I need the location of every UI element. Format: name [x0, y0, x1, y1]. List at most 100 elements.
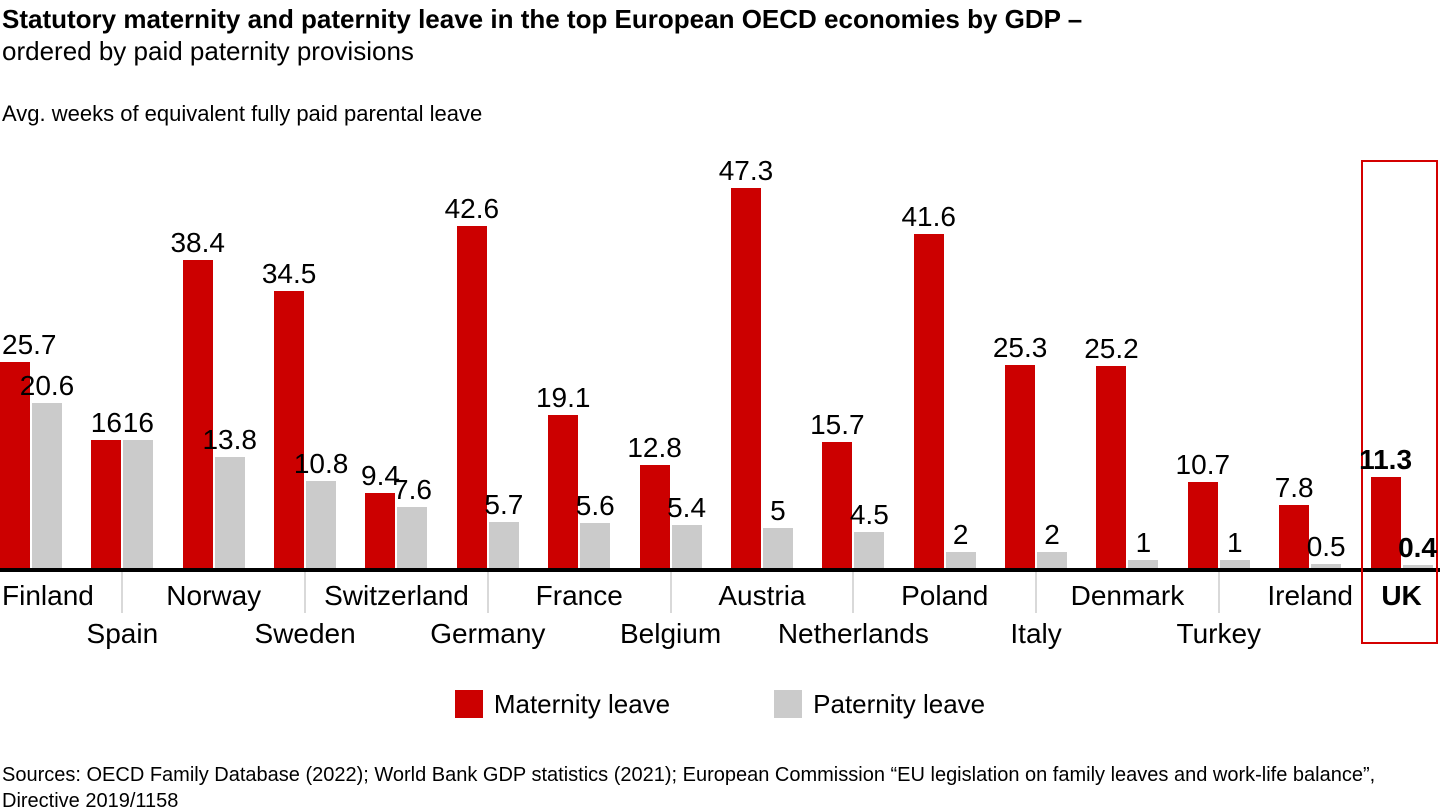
- value-label-maternity-turkey: 10.7: [1175, 449, 1231, 480]
- paternity-bar-norway: [214, 457, 245, 568]
- maternity-bar-germany: [456, 226, 487, 568]
- legend-item-maternity: Maternity leave: [454, 689, 671, 719]
- value-label-paternity-france: 5.6: [575, 490, 615, 521]
- sources-line2: Directive 2019/1158: [2, 790, 179, 810]
- paternity-bar-turkey: [1219, 560, 1250, 568]
- x-label-ireland: Ireland: [1267, 580, 1353, 611]
- value-label-paternity-ireland: 0.5: [1306, 531, 1346, 562]
- maternity-bar-denmark: [1096, 366, 1127, 568]
- maternity-bar-turkey: [1187, 482, 1218, 568]
- value-label-maternity-france: 19.1: [535, 382, 591, 413]
- x-label-spain: Spain: [86, 618, 159, 649]
- axis-tick: [1217, 572, 1220, 613]
- value-label-maternity-uk: 11.3: [1359, 444, 1413, 475]
- value-label-maternity-belgium: 12.8: [627, 432, 682, 463]
- maternity-bar-italy: [1005, 365, 1036, 568]
- value-label-paternity-turkey: 1: [1227, 527, 1243, 558]
- value-label-maternity-spain: 16: [90, 407, 122, 438]
- x-label-norway: Norway: [166, 580, 262, 611]
- paternity-bar-spain: [123, 440, 154, 568]
- paternity-bar-sweden: [306, 481, 337, 568]
- sources-note: Sources: OECD Family Database (2022); Wo…: [2, 762, 1438, 810]
- maternity-bar-belgium: [639, 465, 670, 568]
- maternity-bar-sweden: [274, 291, 305, 568]
- paternity-bar-ireland: [1311, 564, 1342, 568]
- x-label-turkey: Turkey: [1176, 618, 1262, 649]
- maternity-bar-austria: [730, 188, 761, 568]
- x-label-austria: Austria: [718, 580, 806, 611]
- axis-tick: [852, 572, 855, 613]
- legend: Maternity leave Paternity leave: [0, 690, 1440, 718]
- x-axis-line: [0, 568, 1440, 572]
- value-label-maternity-sweden: 34.5: [261, 258, 317, 289]
- sources-line1: Sources: OECD Family Database (2022); Wo…: [2, 764, 1376, 786]
- maternity-bar-norway: [182, 260, 213, 568]
- paternity-bar-netherlands: [854, 532, 885, 568]
- value-label-paternity-sweden: 10.8: [293, 448, 349, 479]
- paternity-bar-italy: [1037, 552, 1068, 568]
- paternity-bar-germany: [488, 522, 519, 568]
- x-label-germany: Germany: [430, 618, 546, 649]
- maternity-bar-netherlands: [822, 442, 853, 568]
- value-label-paternity-norway: 13.8: [202, 424, 257, 455]
- axis-tick: [486, 572, 489, 613]
- value-label-maternity-italy: 25.3: [992, 332, 1048, 363]
- value-label-paternity-belgium: 5.4: [667, 492, 707, 523]
- value-label-maternity-poland: 41.6: [901, 201, 956, 232]
- paternity-bar-finland: [32, 403, 62, 568]
- maternity-bar-uk: [1370, 477, 1401, 568]
- value-label-paternity-italy: 2: [1044, 519, 1060, 550]
- value-label-paternity-netherlands: 4.5: [849, 499, 889, 530]
- value-label-paternity-germany: 5.7: [484, 489, 524, 520]
- paternity-bar-uk: [1402, 565, 1433, 568]
- value-label-paternity-spain: 16: [122, 407, 154, 438]
- x-label-switzerland: Switzerland: [324, 580, 469, 611]
- paternity-bar-austria: [762, 528, 793, 568]
- paternity-bar-belgium: [671, 525, 702, 568]
- value-label-paternity-finland: 20.6: [19, 370, 75, 401]
- value-label-maternity-netherlands: 15.7: [810, 409, 865, 440]
- x-label-sweden: Sweden: [254, 618, 356, 649]
- value-label-paternity-denmark: 1: [1135, 527, 1152, 558]
- axis-unit-label: Avg. weeks of equivalent fully paid pare…: [2, 101, 483, 126]
- value-label-maternity-norway: 38.4: [170, 227, 225, 258]
- x-label-france: France: [535, 580, 623, 611]
- value-label-maternity-finland: 25.7: [2, 329, 57, 360]
- paternity-swatch: [774, 690, 803, 718]
- value-label-paternity-austria: 5: [770, 495, 786, 526]
- axis-tick: [1035, 572, 1038, 613]
- axis-tick: [669, 572, 672, 613]
- uk-highlight-box: [1361, 160, 1438, 644]
- maternity-bar-france: [548, 415, 579, 568]
- x-label-poland: Poland: [901, 580, 989, 611]
- paternity-bar-france: [580, 523, 611, 568]
- chart-title-line1: Statutory maternity and paternity leave …: [2, 4, 1083, 34]
- x-label-netherlands: Netherlands: [777, 618, 929, 649]
- value-label-paternity-switzerland: 7.6: [393, 474, 432, 505]
- x-label-belgium: Belgium: [619, 618, 722, 649]
- paternity-bar-poland: [945, 552, 976, 568]
- paternity-bar-denmark: [1128, 560, 1159, 568]
- chart-title: Statutory maternity and paternity leave …: [2, 3, 1082, 67]
- x-label-denmark: Denmark: [1070, 580, 1185, 611]
- value-label-maternity-germany: 42.6: [444, 193, 500, 224]
- maternity-bar-ireland: [1279, 505, 1310, 568]
- chart-title-line2: ordered by paid paternity provisions: [2, 36, 414, 66]
- paternity-bar-switzerland: [397, 507, 428, 568]
- legend-label-maternity: Maternity leave: [493, 689, 671, 719]
- value-label-maternity-ireland: 7.8: [1274, 472, 1314, 503]
- axis-tick: [121, 572, 124, 613]
- legend-label-paternity: Paternity leave: [813, 689, 986, 719]
- maternity-bar-finland: [0, 362, 30, 568]
- maternity-bar-switzerland: [365, 493, 396, 568]
- x-label-finland: Finland: [2, 580, 94, 611]
- value-label-paternity-poland: 2: [952, 519, 969, 550]
- x-label-uk: UK: [1381, 580, 1422, 611]
- legend-item-paternity: Paternity leave: [774, 690, 985, 718]
- value-label-paternity-uk: 0.4: [1398, 532, 1438, 563]
- axis-tick: [304, 572, 307, 613]
- x-label-italy: Italy: [1010, 618, 1062, 649]
- maternity-bar-spain: [91, 440, 122, 568]
